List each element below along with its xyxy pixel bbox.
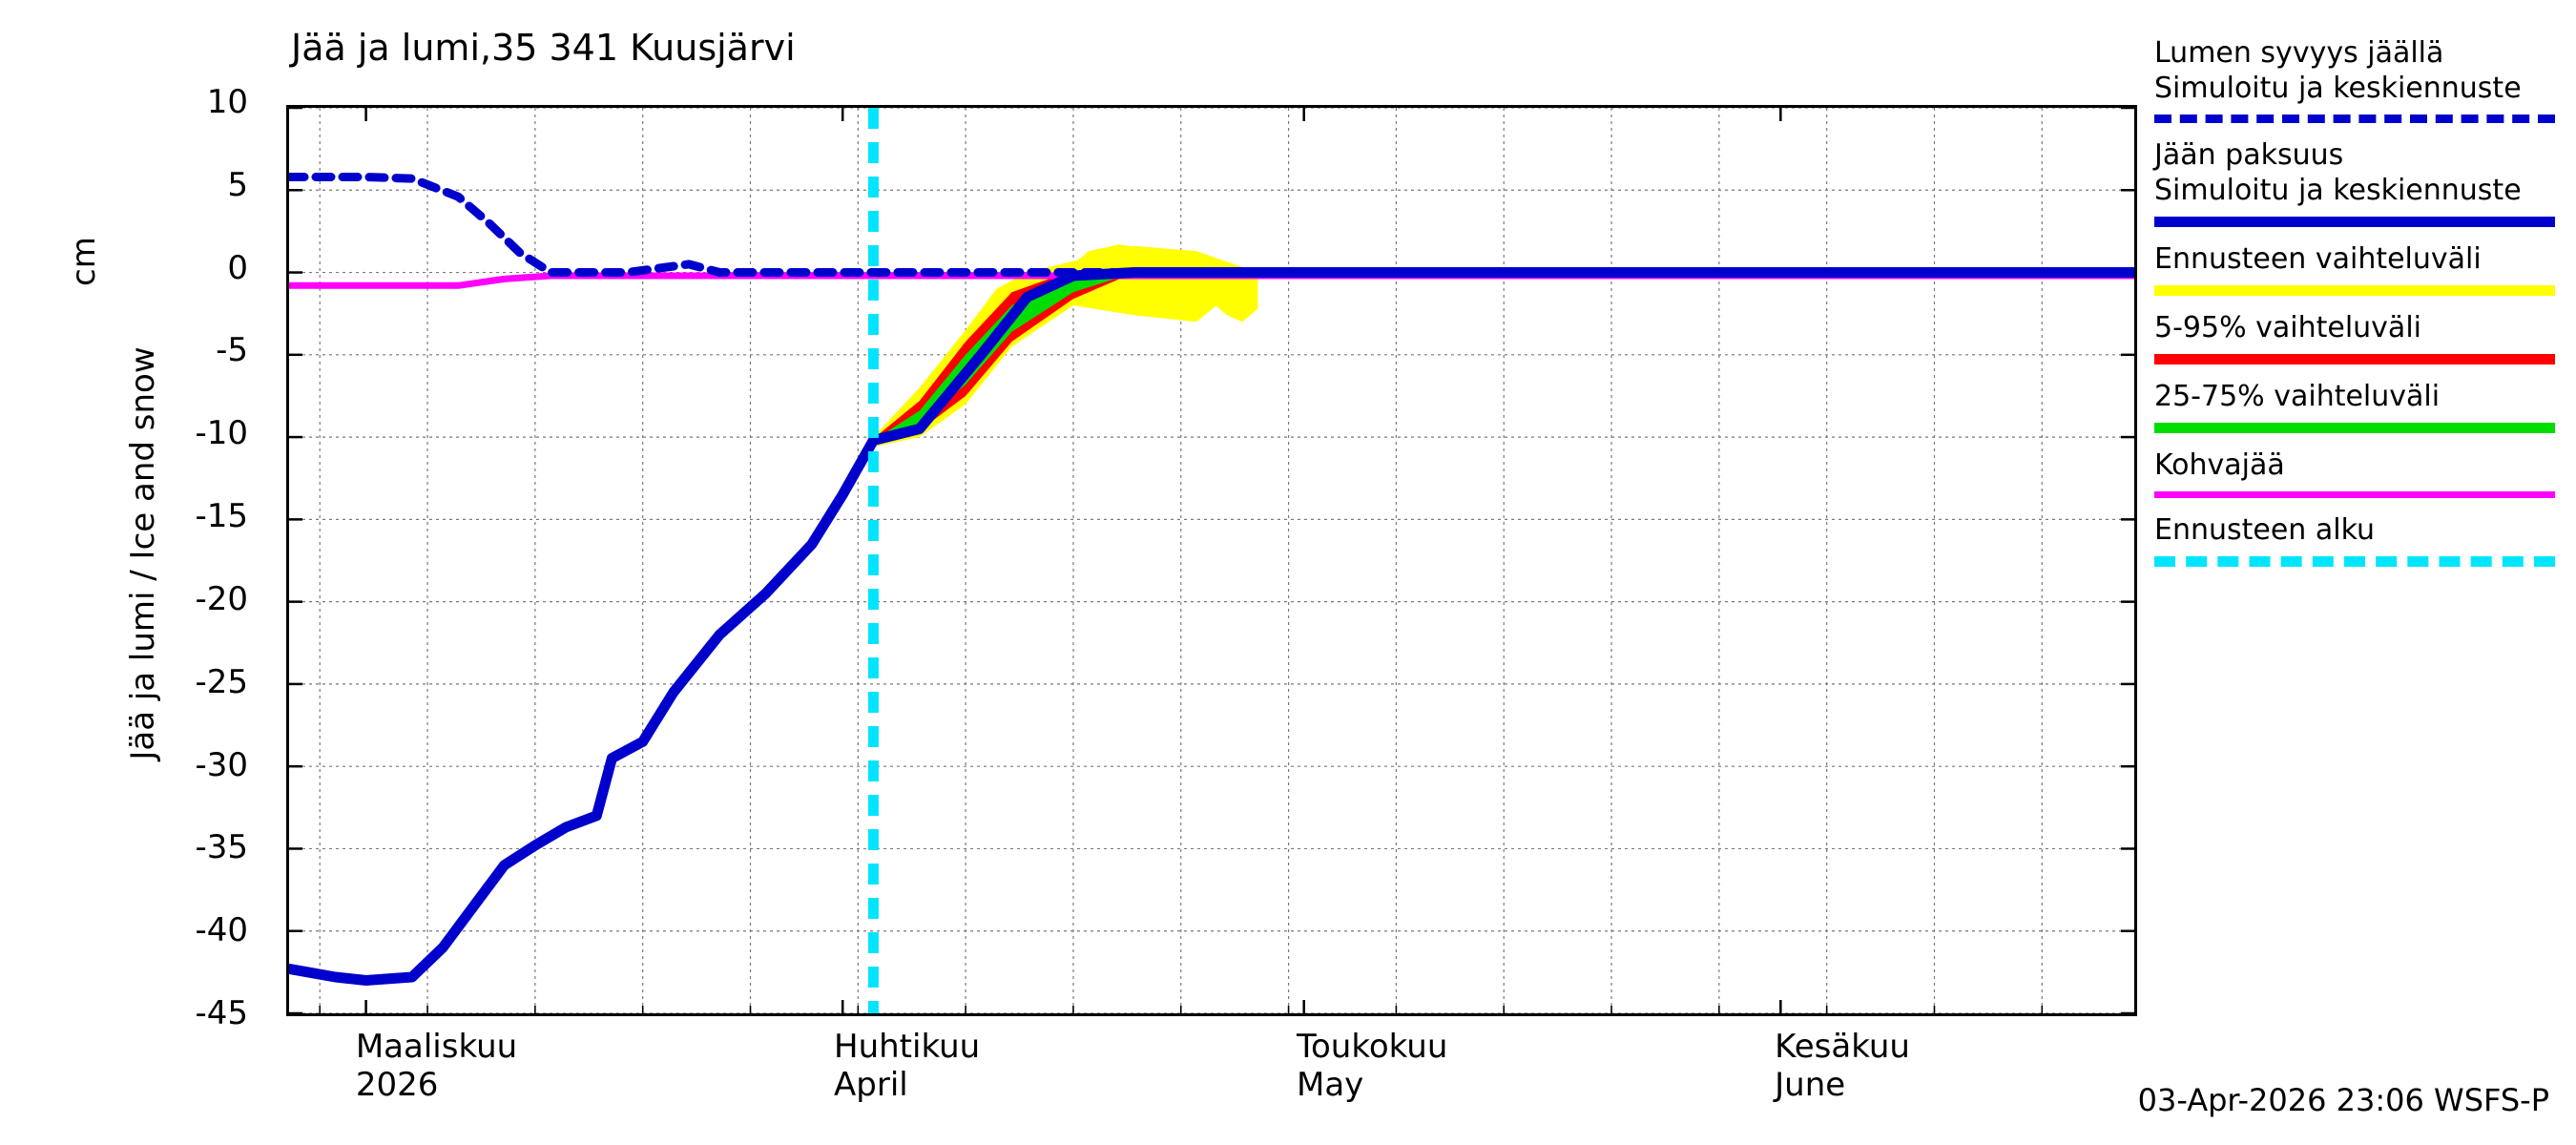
legend-item-forecast-start: Ennusteen alku: [2154, 513, 2565, 567]
x-tick-label-en: April: [834, 1066, 908, 1104]
legend-swatch-kohvajaa: [2154, 490, 2555, 498]
y-tick-4: -10: [195, 414, 248, 453]
x-tick-label-fi: Toukokuu: [1297, 1028, 1448, 1066]
legend-label-5-95: 5-95% vaihteluväli: [2154, 310, 2421, 344]
y-tick-3: -5: [216, 331, 248, 370]
y-tick-9: -35: [195, 828, 248, 867]
y-axis-unit-text: cm: [65, 237, 103, 286]
legend-item-25-75: 25-75% vaihteluväli: [2154, 380, 2565, 433]
legend-swatch-5-95: [2154, 353, 2555, 364]
legend-item-5-95: 5-95% vaihteluväli: [2154, 311, 2565, 364]
x-tick-3: Kesäkuu June: [1775, 1028, 1910, 1104]
x-tick-label-fi: Huhtikuu: [834, 1028, 981, 1066]
legend-swatch-snow-dashed: [2154, 114, 2555, 123]
plot-area: [286, 105, 2137, 1016]
legend-label-25-75: 25-75% vaihteluväli: [2154, 379, 2441, 413]
legend-swatch-forecast-start: [2154, 555, 2555, 567]
data-layer: [289, 108, 2134, 1013]
x-tick-label-en: May: [1297, 1066, 1364, 1104]
legend-swatch-25-75: [2154, 422, 2555, 433]
legend-label-forecast-range: Ennusteen vaihteluväli: [2154, 241, 2482, 276]
y-tick-5: -15: [195, 497, 248, 536]
y-tick-2: 0: [227, 248, 248, 287]
x-tick-label-en: June: [1775, 1066, 1846, 1104]
y-tick-6: -20: [195, 579, 248, 618]
legend-ice-title: Jään paksuus: [2154, 137, 2344, 172]
legend-snow-title: Lumen syvyys jäällä: [2154, 36, 2444, 70]
legend-ice-sub: Simuloitu ja keskiennuste: [2154, 174, 2522, 208]
legend-group-ice: Jään paksuus Simuloitu ja keskiennuste: [2154, 138, 2565, 227]
y-tick-1: 5: [227, 165, 248, 204]
x-tick-label-en: 2026: [355, 1066, 439, 1104]
y-axis-unit: cm: [65, 237, 103, 286]
legend-label-forecast-start: Ennusteen alku: [2154, 512, 2376, 547]
legend-group-snow: Lumen syvyys jäällä Simuloitu ja keskien…: [2154, 36, 2565, 123]
x-tick-label-fi: Maaliskuu: [355, 1028, 518, 1066]
legend-item-forecast-range: Ennusteen vaihteluväli: [2154, 242, 2565, 296]
legend-item-kohvajaa: Kohvajää: [2154, 448, 2565, 498]
footer-timestamp: 03-Apr-2026 23:06 WSFS-P: [2137, 1082, 2549, 1118]
x-tick-1: Huhtikuu April: [834, 1028, 980, 1104]
legend-snow-sub: Simuloitu ja keskiennuste: [2154, 72, 2522, 106]
legend-swatch-forecast-range: [2154, 284, 2555, 296]
grid-lines: [289, 108, 2134, 1013]
x-tick-2: Toukokuu May: [1297, 1028, 1447, 1104]
y-tick-10: -40: [195, 911, 248, 950]
x-tick-label-fi: Kesäkuu: [1775, 1028, 1910, 1066]
x-tick-0: Maaliskuu 2026: [356, 1028, 517, 1104]
page-title: Jää ja lumi,35 341 Kuusjärvi: [291, 27, 796, 69]
legend-label-kohvajaa: Kohvajää: [2154, 448, 2285, 482]
y-tick-11: -45: [195, 994, 248, 1032]
y-tick-7: -25: [195, 662, 248, 701]
y-tick-0: 10: [206, 83, 248, 121]
legend-swatch-ice-solid: [2154, 216, 2555, 227]
legend: Lumen syvyys jäällä Simuloitu ja keskien…: [2154, 36, 2565, 582]
y-tick-8: -30: [195, 745, 248, 784]
